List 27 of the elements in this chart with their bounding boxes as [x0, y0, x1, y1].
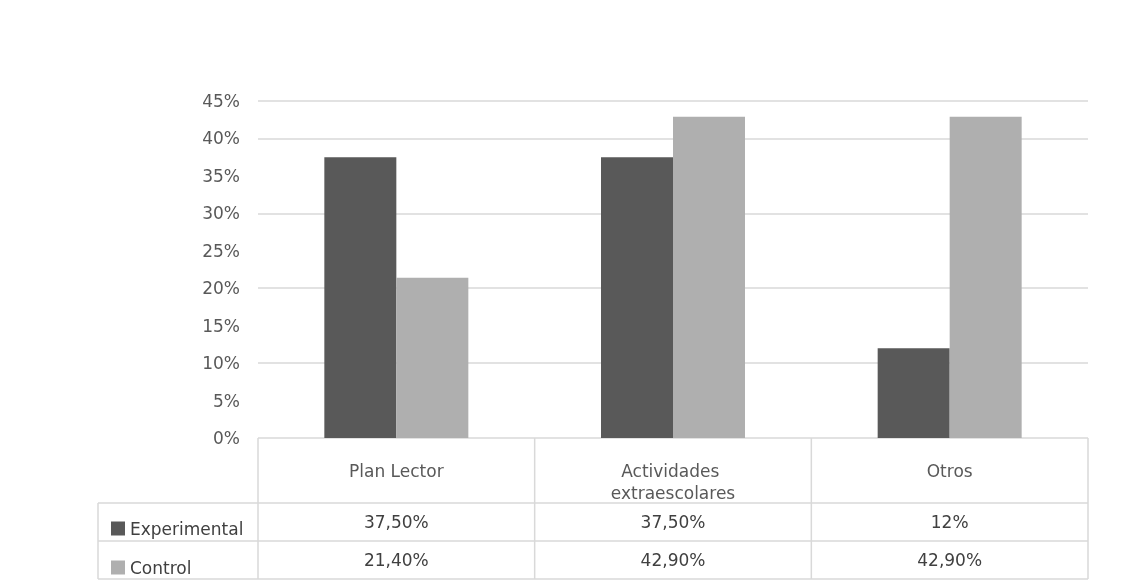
data-label: 37,50%	[640, 512, 706, 532]
y-tick-label: 25%	[202, 240, 240, 261]
data-label: 21,40%	[363, 550, 429, 570]
data-label: 42,90%	[917, 550, 983, 570]
data-label: 42,90%	[640, 550, 706, 570]
y-tick-label: 20%	[202, 278, 240, 299]
bar	[877, 348, 950, 438]
legend-label: Control	[130, 557, 192, 578]
y-tick-label: 0%	[213, 428, 240, 448]
x-tick-label: Otros	[926, 461, 973, 481]
bar	[601, 157, 673, 438]
y-tick-label: 15%	[202, 315, 240, 336]
y-tick-label: 10%	[202, 353, 240, 374]
y-tick-label: 30%	[202, 203, 240, 224]
bar	[949, 116, 1022, 438]
y-tick-label: 40%	[202, 128, 240, 149]
bar	[396, 277, 469, 438]
y-tick-label: 35%	[202, 165, 240, 186]
legend-label: Experimental	[130, 518, 244, 539]
bar	[324, 157, 397, 438]
data-label: 12%	[930, 512, 969, 532]
data-label: 37,50%	[363, 512, 429, 532]
x-tick-label: Actividades extraescolares	[610, 461, 736, 503]
bar	[673, 116, 745, 438]
y-tick-label: 5%	[213, 390, 240, 411]
x-tick-label: Plan Lector	[349, 461, 444, 481]
y-tick-label: 45%	[202, 91, 240, 111]
